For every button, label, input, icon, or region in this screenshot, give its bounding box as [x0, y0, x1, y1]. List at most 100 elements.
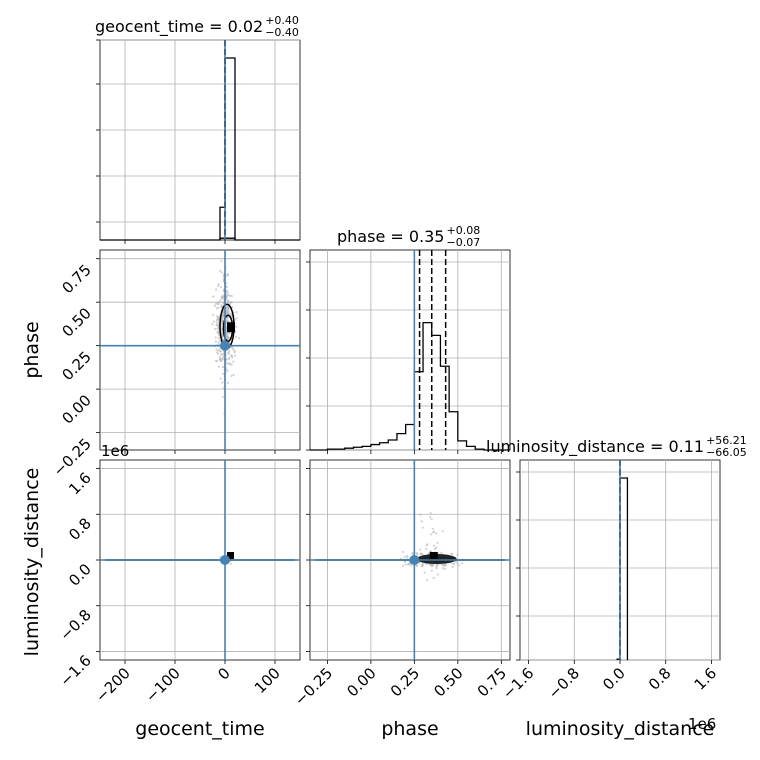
- y-tick-label-luminosity-distance: −1.6: [56, 652, 94, 690]
- scatter-point: [226, 308, 229, 311]
- scatter-point: [217, 302, 220, 305]
- scatter-point: [443, 564, 446, 567]
- x-tick-label-phase: 0.50: [430, 664, 466, 700]
- title-phase-minus: −0.07: [446, 236, 480, 249]
- scatter-point: [432, 544, 436, 547]
- scatter-point: [235, 317, 238, 320]
- scatter-point: [423, 571, 426, 574]
- y-axis-label-phase: phase: [21, 321, 43, 378]
- scatter-point: [403, 555, 406, 559]
- scatter-point: [404, 563, 407, 566]
- scatter-point: [215, 360, 218, 363]
- scatter-point: [214, 340, 217, 343]
- x-tick-label-phase: 0.25: [387, 664, 423, 700]
- scatter-point: [444, 567, 447, 570]
- scatter-point: [226, 318, 229, 321]
- scatter-point: [232, 347, 235, 351]
- histogram-geocent-time: [219, 57, 236, 240]
- title-geocent-time-plus: +0.40: [265, 14, 299, 27]
- x-axis-label-geocent-time: geocent_time: [135, 718, 264, 740]
- scatter-point: [402, 550, 405, 554]
- scatter-point: [457, 564, 460, 567]
- scatter-point: [416, 553, 419, 556]
- scatter-point: [220, 360, 223, 363]
- scatter-point: [221, 295, 224, 298]
- scatter-point: [212, 313, 215, 317]
- scatter-point: [214, 328, 217, 331]
- scatter-point: [232, 360, 235, 363]
- scatter-point: [435, 567, 438, 570]
- scatter-point: [221, 381, 224, 384]
- scatter-point: [218, 339, 221, 342]
- scatter-point: [451, 565, 454, 569]
- scatter-point: [235, 311, 238, 314]
- scatter-point: [433, 547, 437, 551]
- scatter-point: [217, 336, 220, 339]
- scatter-point: [215, 307, 218, 310]
- scatter-point: [435, 532, 438, 535]
- x-tick-label-luminosity-distance: 0.0: [599, 664, 629, 694]
- scatter-point: [215, 351, 219, 354]
- scatter-point: [436, 563, 439, 567]
- y-tick-label-luminosity-distance: 0.8: [65, 514, 95, 544]
- scatter-point: [214, 336, 217, 339]
- y-tick-label-phase: 0.25: [58, 348, 94, 384]
- scatter-point: [419, 552, 422, 555]
- title-phase: phase = 0.35: [337, 227, 444, 246]
- scatter-point: [226, 362, 229, 365]
- y-tick-label-phase: 0.50: [58, 304, 94, 340]
- scatter-point: [215, 288, 218, 291]
- scatter-point: [430, 518, 433, 521]
- truth-point: [409, 555, 420, 565]
- scatter-point: [227, 337, 230, 340]
- x-tick-label-geocent-time: 0: [214, 664, 233, 683]
- scatter-point: [430, 533, 433, 536]
- scatter-point: [214, 303, 217, 306]
- scatter-point: [221, 356, 225, 359]
- scatter-point: [217, 341, 220, 344]
- scatter-point: [426, 543, 429, 546]
- scatter-point: [218, 300, 221, 303]
- scatter-point: [228, 349, 231, 353]
- histogram-phase: [310, 321, 510, 451]
- scatter-point: [456, 562, 459, 565]
- scatter-point: [219, 299, 222, 302]
- scatter-point: [403, 560, 406, 563]
- scatter-point: [451, 552, 454, 556]
- scatter-point: [220, 259, 223, 262]
- scatter-point: [238, 337, 241, 340]
- scatter-point: [231, 356, 234, 359]
- histograms: [100, 40, 629, 660]
- scatter-point: [429, 516, 432, 519]
- scatter-point: [213, 304, 216, 308]
- scatter-point: [221, 315, 224, 318]
- x-axis-label-phase: phase: [381, 718, 438, 740]
- scatter-point: [226, 381, 230, 384]
- scatter-point: [451, 562, 454, 565]
- scatter-point: [430, 565, 434, 568]
- scatter-point: [421, 526, 424, 529]
- x-axis-label-luminosity-distance: luminosity_distance: [526, 718, 715, 740]
- scatter-point: [212, 295, 215, 298]
- scatter-point: [227, 352, 230, 355]
- scatter-point: [431, 527, 435, 530]
- y-tick-label-phase: 0.75: [58, 261, 94, 297]
- title-luminosity-distance-plus: +56.21: [706, 434, 747, 447]
- scatter-point: [220, 297, 224, 300]
- scatter-point: [233, 351, 236, 354]
- scatter-point: [415, 564, 419, 568]
- scatter-point: [441, 567, 444, 570]
- title-luminosity-distance-minus: −66.05: [706, 446, 747, 459]
- histogram-luminosity-distance: [616, 477, 629, 660]
- scatter-point: [425, 548, 428, 551]
- scatter-point: [227, 274, 230, 277]
- truth-point: [220, 340, 230, 351]
- scatter-point: [230, 363, 233, 366]
- scatter-point: [409, 562, 412, 566]
- scatter-point: [432, 531, 435, 534]
- scatter-point: [215, 324, 218, 327]
- scatter-point: [222, 317, 225, 320]
- scatter-point: [221, 352, 224, 356]
- y-tick-label-phase: −0.25: [50, 435, 95, 480]
